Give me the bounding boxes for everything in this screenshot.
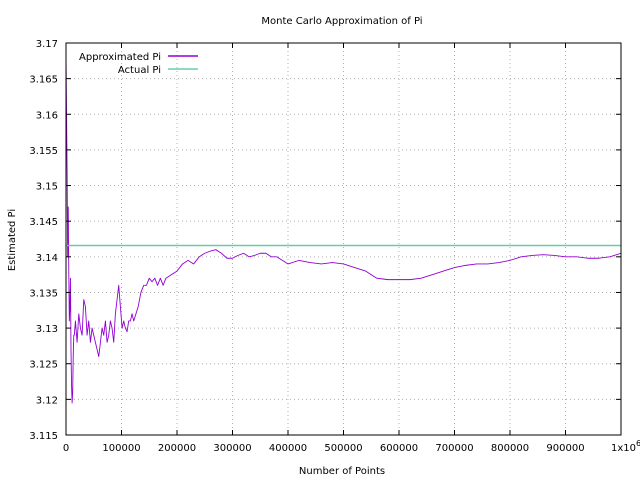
x-tick-label: 300000 bbox=[213, 443, 251, 454]
x-tick-label: 800000 bbox=[491, 443, 529, 454]
legend: Approximated Pi Actual Pi bbox=[79, 52, 198, 76]
y-axis-label: Estimated Pi bbox=[7, 209, 18, 271]
y-tick-label: 3.12 bbox=[36, 395, 58, 406]
x-tick-label: 900000 bbox=[546, 443, 584, 454]
y-tick-label: 3.115 bbox=[29, 431, 58, 442]
y-tick-label: 3.165 bbox=[29, 75, 58, 86]
x-tick-label: 600000 bbox=[380, 443, 418, 454]
x-tick-label-last: 1x106 bbox=[611, 439, 640, 454]
y-tick-label: 3.15 bbox=[36, 182, 58, 193]
x-tick-label: 700000 bbox=[435, 443, 473, 454]
x-tick-label-mantissa: 1x10 bbox=[611, 443, 636, 454]
y-tick-label: 3.16 bbox=[36, 110, 58, 121]
y-tick-label: 3.155 bbox=[29, 146, 58, 157]
x-tick-label: 100000 bbox=[102, 443, 140, 454]
legend-label: Approximated Pi bbox=[79, 52, 161, 63]
series-line-approximated-pi bbox=[65, 57, 622, 404]
y-tick-label: 3.145 bbox=[29, 217, 58, 228]
grid bbox=[66, 43, 621, 435]
y-tick-label: 3.17 bbox=[36, 39, 58, 50]
y-tick-label: 3.135 bbox=[29, 288, 58, 299]
x-tick-label: 200000 bbox=[158, 443, 196, 454]
legend-label: Actual Pi bbox=[118, 65, 161, 76]
y-tick-label: 3.13 bbox=[36, 324, 58, 335]
y-tick-label: 3.14 bbox=[36, 253, 58, 264]
chart-title: Monte Carlo Approximation of Pi bbox=[261, 16, 422, 27]
x-tick-label: 400000 bbox=[269, 443, 307, 454]
x-tick-label: 0 bbox=[63, 443, 69, 454]
ticks: 0 100000 200000 300000 400000 500000 600000 700… bbox=[29, 39, 640, 454]
x-tick-label-exponent: 6 bbox=[636, 439, 640, 448]
x-tick-label: 500000 bbox=[324, 443, 362, 454]
series-layer bbox=[65, 57, 622, 404]
y-tick-label: 3.125 bbox=[29, 360, 58, 371]
x-axis-label: Number of Points bbox=[299, 466, 385, 477]
